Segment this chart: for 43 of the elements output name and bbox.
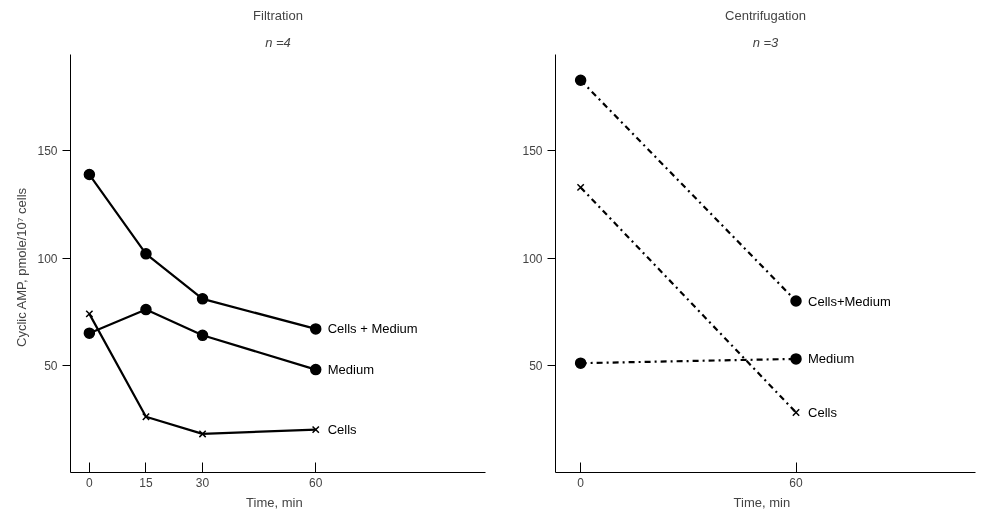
point — [574, 357, 587, 369]
y-tick-label: 50 — [529, 358, 543, 373]
series-label: Cells — [327, 422, 358, 438]
point — [790, 353, 802, 365]
x-tick-label: 60 — [789, 475, 804, 490]
point — [140, 303, 152, 316]
y-tick-label: 150 — [37, 144, 58, 159]
point — [309, 363, 322, 376]
x-tick-label: 30 — [195, 475, 210, 490]
point — [83, 327, 96, 339]
point — [309, 323, 322, 335]
series-label: Cells — [808, 404, 838, 420]
y-tick-label: 150 — [522, 144, 543, 159]
chart-title: Centrifugation — [725, 7, 806, 23]
point — [792, 408, 800, 417]
point — [83, 168, 96, 181]
y-tick-label: 100 — [522, 251, 543, 266]
point — [576, 183, 585, 192]
point — [198, 429, 207, 438]
series-label: Cells + Medium — [327, 321, 418, 337]
y-tick-label: 50 — [44, 358, 58, 373]
y-axis-title: Cyclic AMP, pmole/10⁷ cells — [14, 187, 30, 348]
point — [85, 309, 94, 318]
x-tick-label: 60 — [309, 475, 323, 490]
x-tick-label: 15 — [139, 475, 153, 490]
chart-subtitle: n =4 — [265, 34, 291, 50]
point — [196, 293, 209, 305]
y-tick-label: 100 — [37, 251, 58, 266]
x-axis-title: Time, min — [246, 494, 303, 510]
x-tick-label: 0 — [577, 475, 585, 490]
point — [196, 329, 209, 342]
point — [140, 248, 152, 260]
x-axis-title: Time, min — [733, 494, 791, 510]
point — [574, 74, 587, 86]
point — [311, 425, 320, 434]
chart-title: Filtration — [253, 7, 303, 23]
series-label: Medium — [327, 362, 374, 378]
point — [790, 295, 802, 307]
series-label: Cells+Medium — [808, 293, 891, 309]
series-label: Medium — [808, 351, 855, 367]
chart-subtitle: n =3 — [752, 34, 780, 50]
point — [142, 412, 150, 421]
x-tick-label: 0 — [86, 475, 94, 490]
